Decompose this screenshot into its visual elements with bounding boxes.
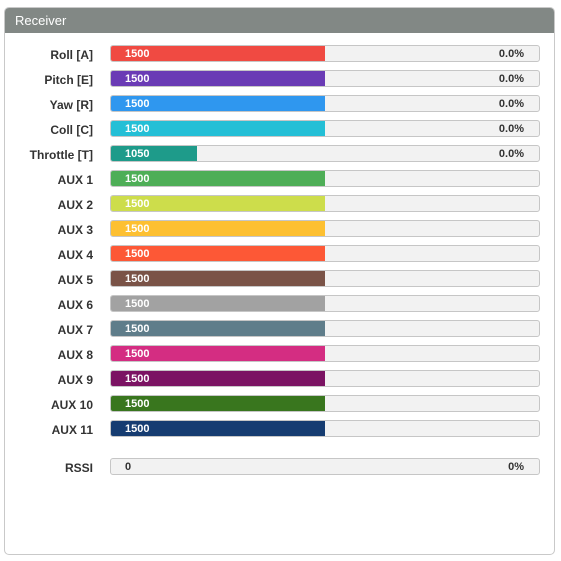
channel-value: 1500 [125, 173, 150, 185]
channel-value: 1050 [125, 148, 150, 160]
channel-row: AUX 2 1500 [5, 194, 554, 219]
channel-meter: 1500 0.0% [110, 45, 540, 62]
channel-value: 1500 [125, 198, 150, 210]
channel-fill-bar: 1500 [111, 71, 325, 86]
channel-label: AUX 7 [57, 323, 93, 337]
rssi-row: RSSI 0 0% [5, 457, 554, 482]
channel-value: 1500 [125, 223, 150, 235]
channel-meter: 1500 [110, 270, 540, 287]
channel-percent: 0.0% [498, 48, 524, 60]
channel-row: AUX 1 1500 [5, 169, 554, 194]
channel-value: 1500 [125, 98, 150, 110]
channel-value: 1500 [125, 73, 150, 85]
channel-row: AUX 10 1500 [5, 394, 554, 419]
channel-fill-bar: 1500 [111, 346, 325, 361]
channel-label: Coll [C] [50, 123, 93, 137]
channel-label: AUX 2 [57, 198, 93, 212]
channel-meter: 1500 [110, 195, 540, 212]
channel-row: AUX 8 1500 [5, 344, 554, 369]
channel-fill-bar: 1500 [111, 121, 325, 136]
channel-percent: 0.0% [498, 123, 524, 135]
panel-title: Receiver [5, 8, 554, 33]
rssi-percent: 0% [508, 461, 524, 473]
channel-label: AUX 9 [57, 373, 93, 387]
channel-value: 1500 [125, 273, 150, 285]
channel-fill-bar: 1500 [111, 246, 325, 261]
channel-row: AUX 11 1500 [5, 419, 554, 444]
channel-value: 1500 [125, 298, 150, 310]
receiver-panel: Receiver Roll [A] 1500 0.0% Pitch [E] 1500 0.… [4, 7, 555, 555]
channel-meter: 1500 0.0% [110, 120, 540, 137]
channel-fill-bar: 1500 [111, 296, 325, 311]
channel-label: Pitch [E] [44, 73, 93, 87]
channel-row: AUX 5 1500 [5, 269, 554, 294]
channel-value: 1500 [125, 123, 150, 135]
channel-meter: 1500 [110, 295, 540, 312]
channel-list: Roll [A] 1500 0.0% Pitch [E] 1500 0.0% Yaw [R]… [5, 44, 554, 444]
channel-row: AUX 6 1500 [5, 294, 554, 319]
channel-value: 1500 [125, 48, 150, 60]
channel-label: AUX 8 [57, 348, 93, 362]
channel-row: Throttle [T] 1050 0.0% [5, 144, 554, 169]
channel-meter: 1500 0.0% [110, 70, 540, 87]
channel-label: Throttle [T] [29, 148, 93, 162]
channel-label: Yaw [R] [49, 98, 93, 112]
channel-meter: 1500 0.0% [110, 95, 540, 112]
channel-fill-bar: 1500 [111, 46, 325, 61]
channel-meter: 1500 [110, 320, 540, 337]
channel-fill-bar: 1500 [111, 171, 325, 186]
channel-row: AUX 9 1500 [5, 369, 554, 394]
channel-fill-bar: 1500 [111, 221, 325, 236]
channel-meter: 1500 [110, 420, 540, 437]
channel-row: Pitch [E] 1500 0.0% [5, 69, 554, 94]
channel-meter: 1500 [110, 370, 540, 387]
channel-percent: 0.0% [498, 73, 524, 85]
channel-value: 1500 [125, 323, 150, 335]
rssi-label: RSSI [64, 461, 93, 475]
channel-value: 1500 [125, 348, 150, 360]
channel-row: Coll [C] 1500 0.0% [5, 119, 554, 144]
channel-meter: 1500 [110, 345, 540, 362]
channel-fill-bar: 1500 [111, 371, 325, 386]
channel-label: AUX 5 [57, 273, 93, 287]
channel-percent: 0.0% [498, 148, 524, 160]
channel-percent: 0.0% [498, 98, 524, 110]
channel-label: AUX 1 [57, 173, 93, 187]
channel-label: AUX 4 [57, 248, 93, 262]
channel-row: AUX 4 1500 [5, 244, 554, 269]
channel-row: AUX 7 1500 [5, 319, 554, 344]
channel-meter: 1500 [110, 220, 540, 237]
channel-meter: 1500 [110, 245, 540, 262]
channel-value: 1500 [125, 398, 150, 410]
channel-meter: 1500 [110, 395, 540, 412]
rssi-value: 0 [125, 461, 132, 473]
channel-label: AUX 3 [57, 223, 93, 237]
channel-fill-bar: 1500 [111, 421, 325, 436]
channel-value: 1500 [125, 373, 150, 385]
channel-row: Yaw [R] 1500 0.0% [5, 94, 554, 119]
channel-row: Roll [A] 1500 0.0% [5, 44, 554, 69]
channel-value: 1500 [125, 423, 150, 435]
channel-label: AUX 11 [51, 423, 93, 437]
channel-meter: 1050 0.0% [110, 145, 540, 162]
channel-fill-bar: 1500 [111, 321, 325, 336]
channel-fill-bar: 1500 [111, 271, 325, 286]
channel-label: AUX 6 [57, 298, 93, 312]
channel-fill-bar: 1050 [111, 146, 197, 161]
channel-value: 1500 [125, 248, 150, 260]
channel-label: AUX 10 [50, 398, 93, 412]
channel-fill-bar: 1500 [111, 196, 325, 211]
channel-fill-bar: 1500 [111, 96, 325, 111]
channel-row: AUX 3 1500 [5, 219, 554, 244]
channel-meter: 1500 [110, 170, 540, 187]
channel-fill-bar: 1500 [111, 396, 325, 411]
rssi-meter: 0 0% [110, 458, 540, 475]
channel-label: Roll [A] [50, 48, 93, 62]
